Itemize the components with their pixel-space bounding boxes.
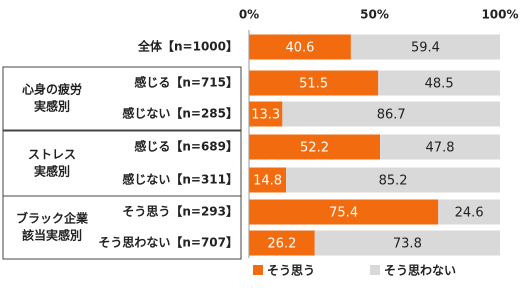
bar-segment	[286, 167, 500, 193]
y-tick-label: 全体【n=1000】	[137, 39, 238, 54]
data-label: 13.3	[251, 108, 280, 123]
data-label: 47.8	[426, 141, 455, 156]
data-label: 59.4	[411, 41, 440, 56]
data-label: 48.5	[425, 77, 454, 92]
x-tick-label: 100%	[481, 8, 518, 22]
bar-segment	[249, 199, 439, 225]
data-label: 52.2	[300, 141, 329, 156]
group-box	[2, 66, 242, 131]
group-box	[2, 195, 242, 260]
data-label: 73.8	[393, 237, 422, 252]
group-label: 実感別	[34, 99, 70, 114]
bar-segment	[249, 34, 351, 60]
data-label: 75.4	[329, 206, 358, 221]
group-label: 実感別	[34, 164, 70, 179]
data-label: 40.6	[285, 41, 314, 56]
data-label: 85.2	[379, 174, 408, 189]
legend-label: そう思う	[267, 264, 315, 278]
bar-segment	[350, 34, 500, 60]
data-label: 26.2	[267, 237, 296, 252]
group-label: 該当実感別	[22, 228, 82, 243]
bar-segment	[378, 70, 500, 96]
data-label: 14.8	[253, 174, 282, 189]
y-tick-label: そう思わない【n=707】	[98, 235, 238, 250]
bar-segment	[249, 101, 283, 127]
y-tick-label: そう思う【n=293】	[122, 204, 238, 219]
x-tick-label: 0%	[239, 8, 259, 22]
legend-swatch	[370, 265, 380, 275]
y-tick-label: 感じる【n=689】	[134, 139, 238, 154]
data-label: 51.5	[299, 77, 328, 92]
bar-segment	[249, 70, 379, 96]
data-label: 86.7	[377, 108, 406, 123]
data-label: 24.6	[455, 206, 484, 221]
bar-segment	[249, 134, 381, 160]
bar-segment	[249, 167, 287, 193]
legend-swatch	[253, 265, 263, 275]
legend-label: そう思わない	[384, 264, 456, 278]
bar-segment	[249, 230, 315, 256]
bar-segment	[314, 230, 500, 256]
group-label: ストレス	[28, 148, 76, 162]
y-tick-label: 感じない【n=311】	[122, 172, 238, 187]
x-tick-label: 50%	[360, 8, 389, 22]
group-label: ブラック企業	[16, 211, 89, 226]
bar-segment	[380, 134, 500, 160]
y-tick-label: 感じる【n=715】	[134, 75, 238, 90]
y-tick-label: 感じない【n=285】	[122, 106, 238, 121]
group-label: 心身の疲労	[22, 82, 82, 97]
bar-segment	[282, 101, 500, 127]
bar-segment	[438, 199, 500, 225]
